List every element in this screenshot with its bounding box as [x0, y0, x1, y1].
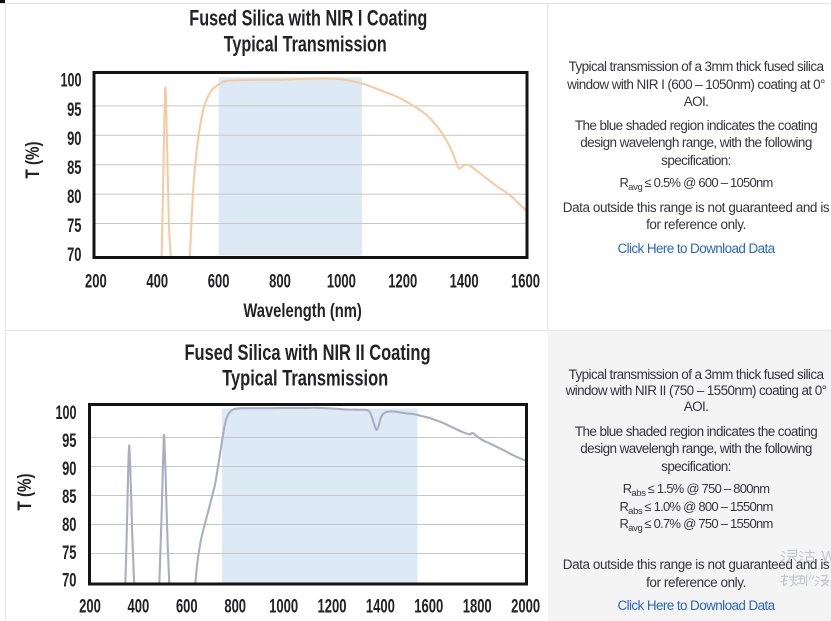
svg-text:85: 85: [67, 157, 81, 179]
svg-text:95: 95: [62, 430, 76, 452]
svg-text:100: 100: [61, 70, 82, 92]
svg-text:90: 90: [62, 458, 76, 480]
svg-text:400: 400: [146, 271, 168, 293]
svg-text:75: 75: [62, 542, 76, 564]
svg-text:W: W: [822, 549, 831, 565]
svg-text:85: 85: [62, 486, 76, 508]
svg-text:75: 75: [67, 215, 81, 237]
svg-text:70: 70: [62, 570, 76, 592]
svg-text:T (%): T (%): [14, 474, 36, 511]
svg-text:800: 800: [224, 596, 246, 618]
svg-text:200: 200: [85, 271, 107, 293]
svg-text:80: 80: [62, 514, 76, 536]
svg-text:Typical Transmission: Typical Transmission: [224, 32, 387, 57]
svg-text:600: 600: [176, 596, 198, 618]
svg-text:1600: 1600: [511, 271, 540, 293]
svg-text:2000: 2000: [511, 596, 540, 618]
svg-text:800: 800: [269, 271, 291, 293]
svg-text:1000: 1000: [269, 596, 298, 618]
svg-text:100: 100: [56, 402, 77, 424]
svg-text:1200: 1200: [388, 271, 417, 293]
svg-text:90: 90: [67, 128, 81, 150]
svg-text:Fused Silica with NIR II Coati: Fused Silica with NIR II Coating: [185, 340, 431, 365]
svg-text:1200: 1200: [318, 596, 347, 618]
svg-text:600: 600: [208, 271, 230, 293]
svg-text:Typical Transmission: Typical Transmission: [222, 366, 388, 391]
svg-text:Wavelength (nm): Wavelength (nm): [243, 300, 362, 322]
svg-text:1400: 1400: [366, 596, 395, 618]
svg-text:T (%): T (%): [22, 142, 44, 179]
svg-text:1000: 1000: [327, 271, 356, 293]
svg-text:1600: 1600: [414, 596, 443, 618]
svg-text:1400: 1400: [450, 271, 479, 293]
svg-text:200: 200: [79, 596, 101, 618]
svg-text:400: 400: [128, 596, 150, 618]
svg-text:Fused Silica with NIR I Coatin: Fused Silica with NIR I Coating: [189, 5, 427, 30]
svg-text:70: 70: [67, 244, 81, 266]
svg-text:1800: 1800: [463, 596, 492, 618]
svg-text:95: 95: [67, 99, 81, 121]
svg-text:80: 80: [67, 186, 81, 208]
